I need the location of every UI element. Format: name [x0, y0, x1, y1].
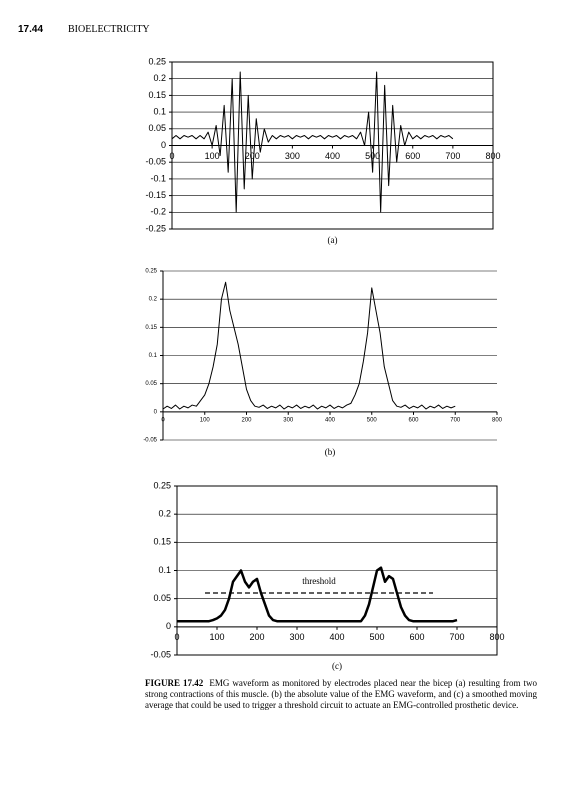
y-tick-label: 0 [166, 621, 171, 631]
x-tick-label: 300 [283, 417, 294, 423]
y-tick-label: 0.15 [153, 537, 171, 547]
x-tick-label: 400 [329, 632, 344, 642]
x-tick-label: 100 [209, 632, 224, 642]
caption-label: FIGURE 17.42 [145, 678, 204, 688]
panel-label: (a) [328, 235, 338, 245]
x-tick-label: 500 [367, 417, 378, 423]
caption-text: EMG waveform as monitored by electrodes … [145, 678, 537, 710]
x-tick-label: 700 [450, 417, 461, 423]
x-tick-label: 400 [325, 417, 336, 423]
x-tick-label: 0 [161, 417, 165, 423]
x-tick-label: 500 [369, 632, 384, 642]
threshold-label: threshold [302, 576, 336, 586]
x-tick-label: 800 [489, 632, 504, 642]
x-tick-label: 300 [289, 632, 304, 642]
y-tick-label: -0.05 [145, 157, 166, 167]
y-tick-label: -0.05 [150, 649, 171, 659]
x-tick-label: 600 [409, 632, 424, 642]
y-tick-label: 0 [161, 140, 166, 150]
y-tick-label: 0.25 [145, 269, 157, 275]
y-tick-label: 0.25 [148, 56, 166, 66]
x-tick-label: 0 [169, 151, 174, 161]
line [177, 566, 458, 623]
x-tick-label: 400 [325, 151, 340, 161]
y-tick-label: 0.25 [153, 480, 171, 490]
y-tick-label: 0.15 [145, 325, 157, 331]
y-tick-label: 0.05 [148, 123, 166, 133]
page-number: 17.44 [18, 24, 44, 35]
y-tick-label: 0.05 [153, 593, 171, 603]
x-tick-label: 100 [205, 151, 220, 161]
line [171, 71, 454, 213]
x-tick-label: 600 [408, 417, 419, 423]
y-tick-label: -0.2 [150, 207, 166, 217]
section-title: BIOELECTRICITY [68, 24, 150, 35]
x-tick-label: 300 [285, 151, 300, 161]
x-tick-label: 0 [174, 632, 179, 642]
y-tick-label: 0.2 [149, 297, 158, 303]
x-tick-label: 200 [249, 632, 264, 642]
y-tick-label: 0.1 [149, 353, 158, 359]
x-tick-label: 700 [449, 632, 464, 642]
y-tick-label: -0.05 [143, 438, 157, 444]
x-tick-label: 600 [405, 151, 420, 161]
x-tick-label: 800 [492, 417, 503, 423]
y-tick-label: 0.2 [153, 73, 166, 83]
caption: FIGURE 17.42 EMG waveform as monitored b… [145, 678, 537, 711]
y-tick-label: 0 [154, 409, 158, 415]
y-tick-label: -0.15 [145, 190, 166, 200]
x-tick-label: 200 [241, 417, 252, 423]
x-tick-label: 100 [200, 417, 211, 423]
y-tick-label: 0.05 [145, 381, 157, 387]
panel-label: (b) [325, 447, 336, 457]
line [162, 281, 456, 410]
y-tick-label: 0.1 [158, 565, 171, 575]
x-tick-label: 800 [485, 151, 500, 161]
panel-label: (c) [332, 661, 342, 671]
y-tick-label: -0.25 [145, 223, 166, 233]
x-tick-label: 700 [445, 151, 460, 161]
x-tick-label: 200 [245, 151, 260, 161]
y-tick-label: 0.15 [148, 90, 166, 100]
y-tick-label: 0.1 [153, 106, 166, 116]
y-tick-label: -0.1 [150, 173, 166, 183]
y-tick-label: 0.2 [158, 509, 171, 519]
x-tick-label: 500 [365, 151, 380, 161]
